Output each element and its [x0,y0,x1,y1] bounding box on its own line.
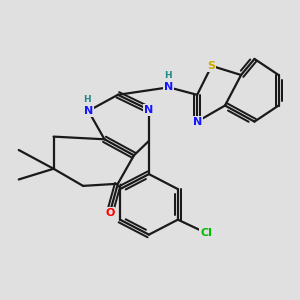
Text: N: N [164,82,173,92]
Text: H: H [83,94,91,103]
Text: N: N [144,105,154,115]
Text: N: N [84,106,93,116]
Text: H: H [164,71,172,80]
Text: O: O [105,208,115,218]
Text: S: S [208,61,216,71]
Text: Cl: Cl [200,228,212,238]
Text: N: N [193,117,202,127]
